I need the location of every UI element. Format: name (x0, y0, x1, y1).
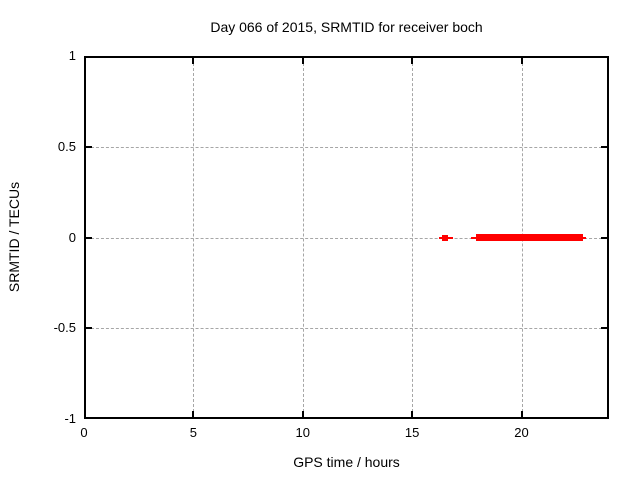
gridline-horizontal (86, 237, 607, 239)
y-tick-label: -1 (64, 411, 76, 426)
x-tick-mark-top (301, 58, 304, 64)
data-segment (476, 234, 583, 241)
y-tick-mark-left (86, 236, 92, 239)
y-tick-label: 0.5 (57, 138, 76, 154)
x-tick-label: 0 (80, 425, 88, 440)
y-axis-label: SRMTID / TECUs (6, 181, 22, 293)
x-tick-mark-bottom (520, 411, 523, 417)
x-axis-label: GPS time / hours (293, 454, 400, 470)
y-tick-mark-left (86, 327, 92, 330)
x-tick-label: 15 (404, 425, 420, 440)
x-tick-mark-top (411, 58, 414, 64)
x-tick-mark-top (192, 58, 195, 64)
x-tick-label: 10 (295, 425, 310, 440)
gridline-horizontal (86, 328, 607, 330)
y-tick-mark-right (601, 145, 607, 148)
y-tick-label: 1 (68, 48, 76, 63)
y-tick-mark-left (86, 145, 92, 148)
x-tick-mark-top (520, 58, 523, 64)
y-tick-mark-right (601, 236, 607, 239)
chart-title: Day 066 of 2015, SRMTID for receiver boc… (210, 19, 483, 35)
y-tick-label: -0.5 (53, 320, 76, 336)
gridline-horizontal (86, 146, 607, 148)
y-tick-label: 0 (68, 229, 76, 245)
plot-area (84, 56, 609, 419)
data-segment (442, 234, 449, 241)
y-tick-mark-right (601, 327, 607, 330)
x-tick-label: 20 (514, 425, 529, 440)
x-tick-mark-bottom (192, 411, 195, 417)
x-tick-mark-bottom (411, 411, 414, 417)
x-tick-mark-bottom (301, 411, 304, 417)
x-tick-label: 5 (189, 425, 197, 440)
